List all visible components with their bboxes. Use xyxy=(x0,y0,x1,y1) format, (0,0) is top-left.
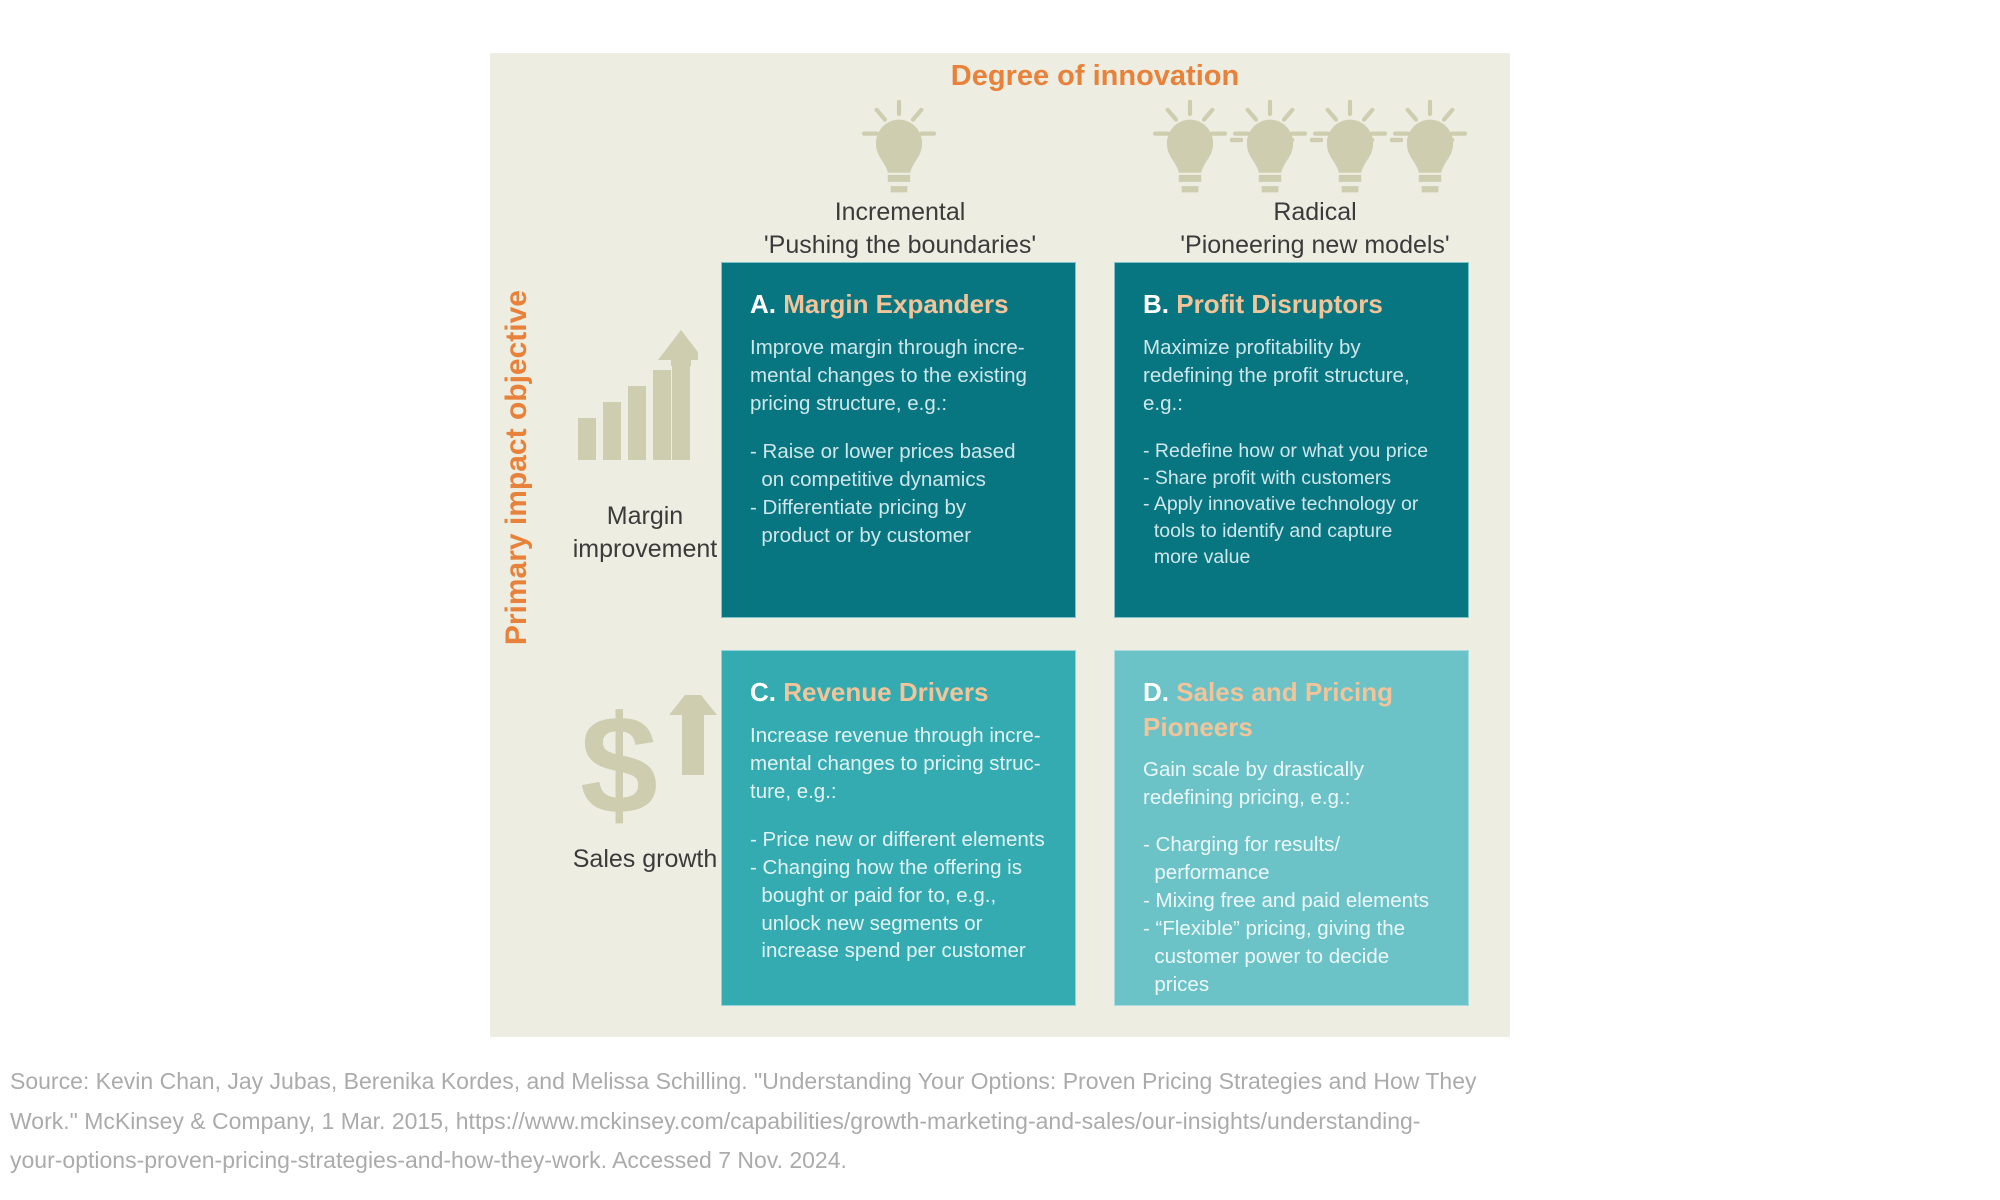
svg-text:$: $ xyxy=(580,695,658,835)
